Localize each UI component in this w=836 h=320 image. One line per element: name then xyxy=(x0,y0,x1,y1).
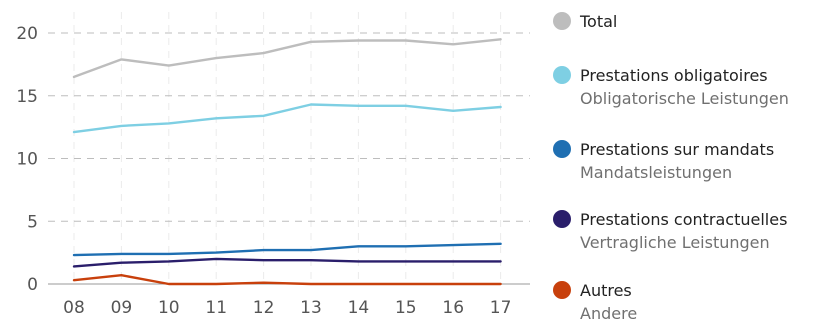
legend-label: Prestations obligatoires xyxy=(580,66,768,85)
y-tick-label: 15 xyxy=(16,87,38,107)
x-tick-label: 15 xyxy=(395,298,417,318)
x-tick-label: 12 xyxy=(253,298,275,318)
y-tick-label: 5 xyxy=(27,212,38,232)
x-tick-label: 11 xyxy=(205,298,227,318)
legend-marker xyxy=(553,140,571,158)
legend-label: Prestations contractuelles xyxy=(580,210,787,229)
legend-marker xyxy=(553,12,571,30)
x-tick-label: 08 xyxy=(63,298,85,318)
legend-marker xyxy=(553,66,571,84)
gridlines xyxy=(48,12,530,285)
series-line xyxy=(72,38,502,79)
legend-sublabel: Mandatsleistungen xyxy=(580,163,732,182)
series-lines xyxy=(72,38,502,286)
x-axis: 08 09 10 11 12 13 14 15 16 17 xyxy=(63,298,511,318)
series-line xyxy=(72,257,502,268)
legend-marker xyxy=(553,281,571,299)
x-tick-label: 16 xyxy=(442,298,464,318)
legend-label: Prestations sur mandats xyxy=(580,140,774,159)
x-tick-label: 14 xyxy=(348,298,370,318)
x-tick-label: 10 xyxy=(158,298,180,318)
legend-label: Total xyxy=(579,12,617,31)
y-tick-label: 0 xyxy=(27,275,38,295)
legend-label: Autres xyxy=(580,281,632,300)
series-line xyxy=(72,242,502,257)
x-tick-label: 13 xyxy=(300,298,322,318)
y-tick-label: 10 xyxy=(16,150,38,170)
x-tick-label: 17 xyxy=(490,298,512,318)
legend-sublabel: Vertragliche Leistungen xyxy=(580,233,770,252)
y-tick-label: 20 xyxy=(16,24,38,44)
series-line xyxy=(72,274,502,286)
x-tick-label: 09 xyxy=(111,298,133,318)
legend: Total Prestations obligatoires Obligatoris… xyxy=(553,12,789,320)
series-line xyxy=(72,103,502,134)
legend-marker xyxy=(553,210,571,228)
y-axis: 0 5 10 15 20 xyxy=(16,24,38,295)
legend-sublabel: Andere xyxy=(580,304,637,320)
legend-sublabel: Obligatorische Leistungen xyxy=(580,89,789,108)
